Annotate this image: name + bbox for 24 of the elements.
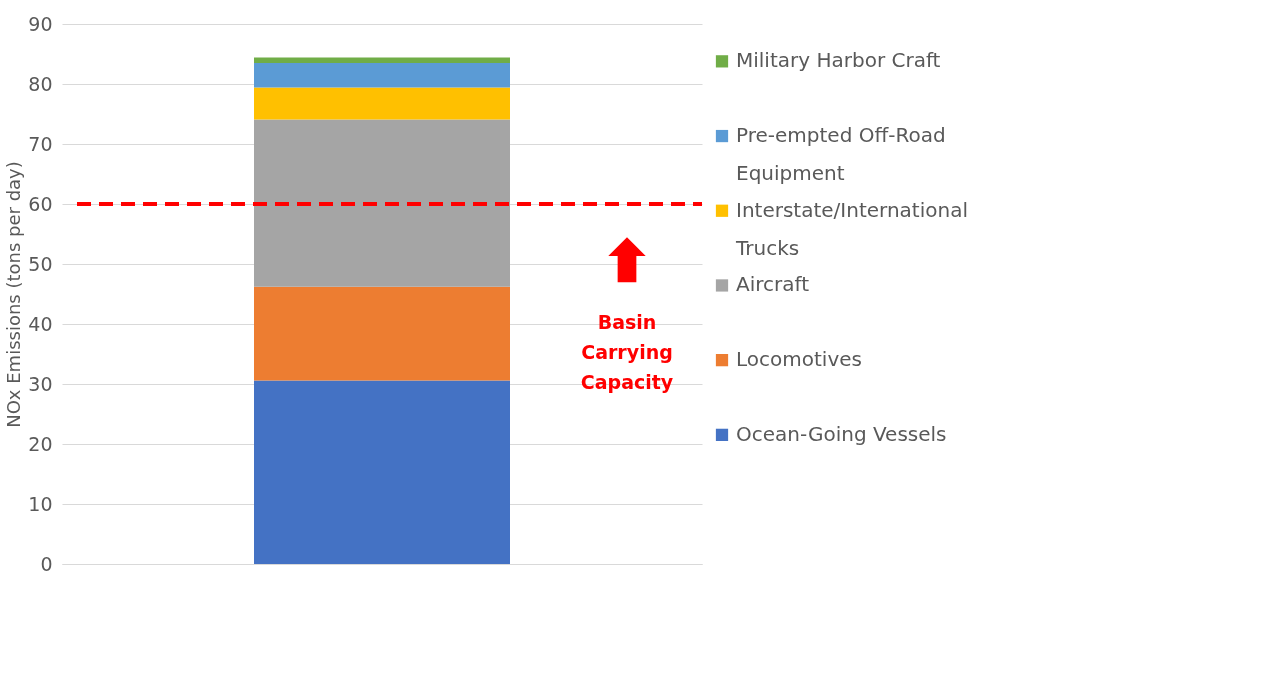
y-tick-label: 70	[28, 132, 53, 155]
bar	[254, 119, 510, 287]
legend-label: Ocean-Going Vessels	[736, 421, 947, 446]
y-tick-label: 10	[28, 492, 53, 515]
y-tick-label: 30	[28, 372, 53, 395]
y-tick-label: 50	[28, 252, 53, 275]
y-tick-label: 0	[40, 552, 53, 575]
y-tick-label: 80	[28, 72, 53, 95]
y-axis-title: NOx Emissions (tons per day)	[3, 161, 25, 428]
y-tick-label: 40	[28, 312, 53, 335]
y-tick-label: 60	[28, 192, 53, 215]
bar	[254, 87, 510, 120]
ref-line-label: Basin Carrying Capacity	[580, 311, 674, 393]
y-tick-label: 20	[28, 432, 53, 455]
bar	[254, 63, 510, 88]
bar	[254, 57, 510, 63]
bar	[254, 380, 510, 564]
legend-label: Military Harbor Craft	[736, 48, 941, 73]
y-tick-label: 90	[28, 12, 53, 35]
bar	[254, 286, 510, 381]
legend-label: Locomotives	[736, 347, 862, 372]
legend-label: Pre-empted Off-Road Equipment	[736, 123, 946, 186]
legend-label: Aircraft	[736, 272, 810, 297]
legend-label: Interstate/International Trucks	[735, 197, 968, 260]
